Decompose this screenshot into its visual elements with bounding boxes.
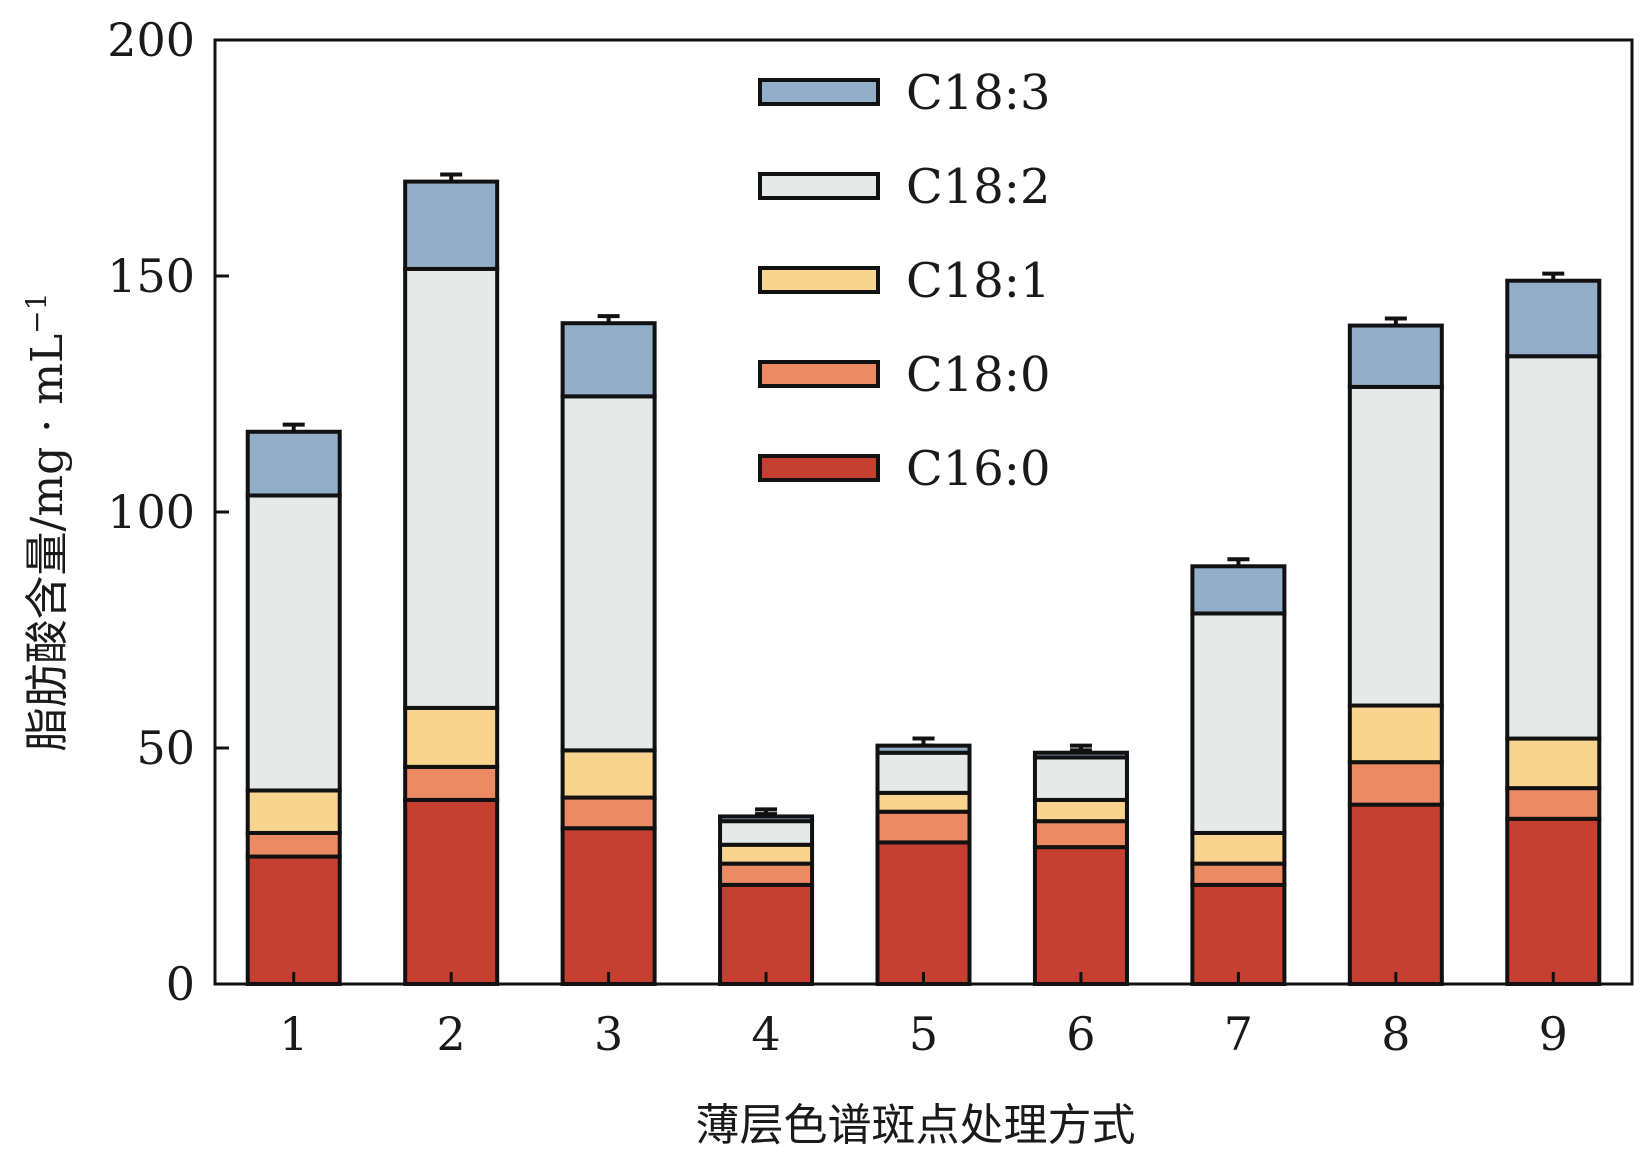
bar-stack-2 (403, 172, 500, 986)
x-tick-label-2: 2 (437, 1007, 466, 1061)
legend-label-C18-3: C18:3 (906, 65, 1051, 121)
bar-C18-3-2 (403, 179, 500, 271)
y-tick-label-0: 0 (166, 957, 195, 1011)
bar-C18-0-3 (560, 795, 657, 831)
x-tick-label-5: 5 (909, 1007, 938, 1061)
bar-C18-0-6 (1032, 819, 1129, 850)
bar-C18-3-1 (245, 429, 342, 498)
bar-C18-0-2 (403, 764, 500, 802)
bar-C18-3-4 (718, 814, 815, 824)
bar-C18-1-9 (1505, 736, 1602, 791)
y-axis-title-text: 脂肪酸含量/mg · mL (22, 334, 73, 752)
bar-C18-2-8 (1347, 384, 1444, 708)
bar-C18-3-7 (1190, 564, 1287, 616)
bar-C18-2-9 (1505, 354, 1602, 741)
legend-label-C18-2: C18:2 (906, 159, 1051, 215)
legend-label-C18-0: C18:0 (906, 347, 1051, 403)
bar-C18-2-2 (403, 266, 500, 710)
legend-swatch-C18-0 (758, 360, 880, 388)
bar-stack-8 (1347, 316, 1444, 987)
y-tick-label-150: 150 (107, 249, 195, 303)
y-tick-label-200: 200 (107, 13, 195, 67)
bar-C18-0-1 (245, 830, 342, 859)
x-tick-label-7: 7 (1224, 1007, 1253, 1061)
bar-stack-1 (245, 422, 342, 986)
bar-C18-1-2 (403, 705, 500, 769)
x-tick-label-9: 9 (1539, 1007, 1568, 1061)
legend-swatch-C18-3 (758, 78, 880, 106)
bar-C16-0-3 (560, 826, 657, 986)
y-axis-title: 脂肪酸含量/mg · mL−1 (20, 293, 73, 752)
bar-C16-0-2 (403, 797, 500, 986)
bar-C18-0-9 (1505, 786, 1602, 821)
bar-stack-9 (1505, 271, 1602, 986)
y-tick-label-50: 50 (136, 721, 195, 775)
plot-area (245, 172, 1602, 987)
bar-C18-2-4 (718, 819, 815, 847)
bar-C16-0-4 (718, 882, 815, 987)
bar-stack-7 (1190, 557, 1287, 987)
axes: 0 50 100 150 200 1 2 3 4 5 6 7 8 9 (107, 13, 1634, 1061)
legend-swatch-C18-2 (758, 172, 880, 200)
bar-C18-0-7 (1190, 861, 1287, 887)
legend-label-C16-0: C16:0 (906, 441, 1051, 497)
bar-C18-3-5 (875, 743, 972, 755)
bar-stack-6 (1032, 743, 1129, 986)
x-axis-title: 薄层色谱斑点处理方式 (696, 1100, 1136, 1151)
bar-C18-3-9 (1505, 278, 1602, 359)
bar-stack-3 (560, 314, 657, 986)
bar-C18-0-5 (875, 809, 972, 845)
bar-C18-2-1 (245, 493, 342, 793)
legend-label-C18-1: C18:1 (906, 253, 1051, 309)
x-tick-label-3: 3 (594, 1007, 623, 1061)
bar-C16-0-8 (1347, 802, 1444, 987)
bar-C18-0-8 (1347, 760, 1444, 807)
x-tick-label-1: 1 (279, 1007, 308, 1061)
bar-C18-2-3 (560, 394, 657, 753)
bar-C18-3-6 (1032, 750, 1129, 760)
bar-C16-0-1 (245, 854, 342, 986)
bar-C18-1-8 (1347, 703, 1444, 765)
bar-C18-3-8 (1347, 323, 1444, 389)
x-tick-label-4: 4 (751, 1007, 780, 1061)
legend: C18:3 C18:2 C18:1 C18:0 C16:0 (758, 65, 1051, 497)
bar-C16-0-7 (1190, 882, 1287, 987)
bar-C16-0-9 (1505, 816, 1602, 986)
bar-C18-1-5 (875, 790, 972, 814)
y-axis-title-superscript: −1 (20, 293, 53, 334)
bar-C18-1-4 (718, 842, 815, 866)
bar-C18-2-5 (875, 750, 972, 795)
legend-swatch-C18-1 (758, 266, 880, 294)
bar-C18-2-6 (1032, 755, 1129, 802)
bar-C18-3-3 (560, 321, 657, 399)
bar-stack-4 (718, 807, 815, 987)
bar-C18-0-4 (718, 861, 815, 887)
bar-C18-1-7 (1190, 830, 1287, 866)
x-tick-label-8: 8 (1381, 1007, 1410, 1061)
bar-C18-2-7 (1190, 611, 1287, 835)
bar-C16-0-5 (875, 840, 972, 987)
legend-swatch-C16-0 (758, 454, 880, 482)
bar-C18-1-3 (560, 748, 657, 800)
bar-C18-1-6 (1032, 797, 1129, 824)
bar-stack-5 (875, 736, 972, 987)
bar-C16-0-6 (1032, 845, 1129, 986)
bar-C18-1-1 (245, 788, 342, 835)
x-tick-label-6: 6 (1066, 1007, 1095, 1061)
y-tick-label-100: 100 (107, 485, 195, 539)
